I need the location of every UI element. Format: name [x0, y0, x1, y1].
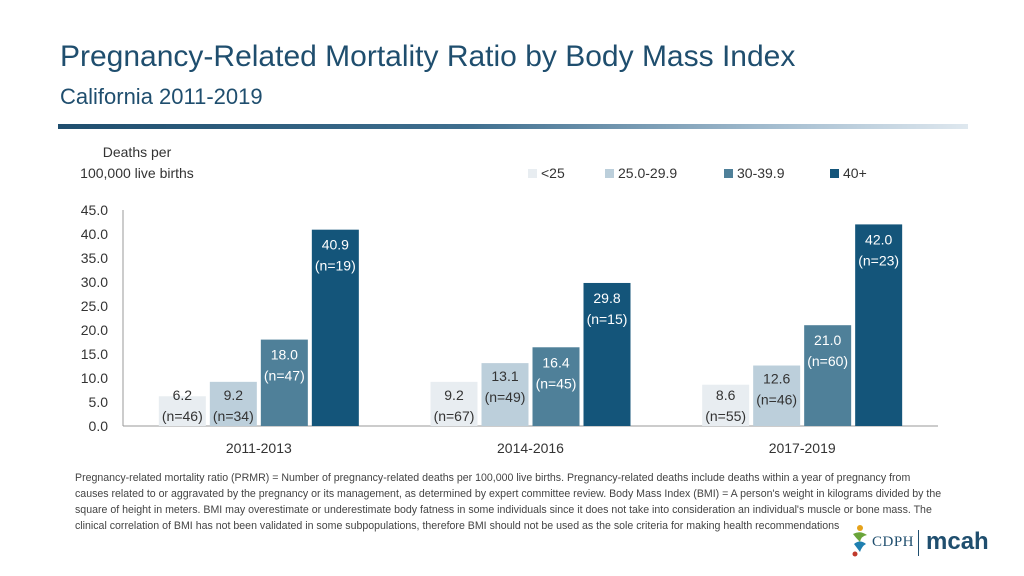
bar-2-2: [804, 325, 852, 426]
y-tick-label-5: 25.0: [81, 298, 108, 314]
bar-0-0: [158, 396, 206, 426]
data-label-0-1: 9.2: [224, 387, 244, 403]
x-tick-label-1: 2014-2016: [497, 440, 564, 456]
legend-swatch-1: [605, 169, 614, 178]
data-label-1-2: 16.4: [542, 354, 569, 370]
y-tick-label-9: 45.0: [81, 202, 108, 218]
x-tick-label-0: 2011-2013: [226, 440, 292, 456]
data-label-0-2: 18.0: [271, 347, 298, 363]
count-label-2-3: (n=23): [858, 252, 899, 268]
count-label-0-0: (n=46): [162, 408, 203, 424]
y-axis-label-line2: 100,000 live births: [80, 165, 194, 181]
bar-1-2: [532, 347, 580, 426]
y-tick-label-6: 30.0: [81, 274, 108, 290]
legend-label-2: 30-39.9: [737, 165, 785, 181]
legend-swatch-0: [528, 169, 537, 178]
x-tick-label-2: 2017-2019: [769, 440, 836, 456]
title-divider: [58, 124, 968, 129]
data-label-1-1: 13.1: [491, 368, 518, 384]
cdph-mcah-logo: CDPH mcah: [850, 522, 990, 562]
data-label-2-3: 42.0: [865, 231, 892, 247]
count-label-1-0: (n=67): [434, 408, 475, 424]
cdph-text: CDPH: [872, 534, 915, 550]
count-label-2-2: (n=60): [807, 353, 848, 369]
legend-label-3: 40+: [843, 165, 867, 181]
y-tick-label-7: 35.0: [81, 250, 108, 266]
count-label-1-2: (n=45): [536, 375, 577, 391]
data-label-2-1: 12.6: [763, 371, 790, 387]
footnote: Pregnancy-related mortality ratio (PRMR)…: [75, 472, 942, 532]
count-label-1-1: (n=49): [485, 389, 526, 405]
bar-0-2: [260, 339, 308, 426]
legend-swatch-3: [830, 169, 839, 178]
bar-1-3: [583, 282, 631, 426]
mcah-text: mcah: [926, 528, 989, 555]
bar-0-1: [209, 381, 257, 426]
data-label-0-0: 6.2: [173, 387, 193, 403]
bar-chart: Deaths per 100,000 live births <25 25.0-29…: [80, 144, 938, 456]
bar-2-0: [702, 384, 750, 426]
y-axis-label-line1: Deaths per: [103, 144, 172, 160]
data-label-1-3: 29.8: [593, 290, 620, 306]
logo-separator: [918, 530, 919, 556]
legend-label-0: <25: [541, 165, 565, 181]
page-subtitle: California 2011-2019: [60, 84, 263, 109]
page-title: Pregnancy-Related Mortality Ratio by Bod…: [60, 40, 796, 73]
y-tick-label-0: 0.0: [89, 418, 109, 434]
data-label-2-0: 8.6: [716, 387, 736, 403]
legend-label-1: 25.0-29.9: [618, 165, 677, 181]
bar-0-3: [311, 229, 359, 426]
bar-1-1: [481, 363, 529, 426]
y-tick-label-1: 5.0: [89, 394, 109, 410]
count-label-2-1: (n=46): [756, 392, 797, 408]
legend-swatch-2: [724, 169, 733, 178]
bar-1-0: [430, 381, 478, 426]
y-tick-label-2: 10.0: [81, 370, 108, 386]
count-label-0-3: (n=19): [315, 258, 356, 274]
cdph-figure-icon: [852, 525, 867, 557]
data-label-0-3: 40.9: [322, 237, 349, 253]
data-label-1-0: 9.2: [444, 387, 464, 403]
count-label-2-0: (n=55): [705, 408, 746, 424]
count-label-0-1: (n=34): [213, 408, 254, 424]
bar-2-3: [855, 224, 903, 426]
data-label-2-2: 21.0: [814, 332, 841, 348]
count-label-1-3: (n=15): [587, 311, 628, 327]
y-tick-label-8: 40.0: [81, 226, 108, 242]
bar-2-1: [753, 365, 801, 426]
y-tick-label-3: 15.0: [81, 346, 108, 362]
count-label-0-2: (n=47): [264, 368, 305, 384]
y-tick-label-4: 20.0: [81, 322, 108, 338]
